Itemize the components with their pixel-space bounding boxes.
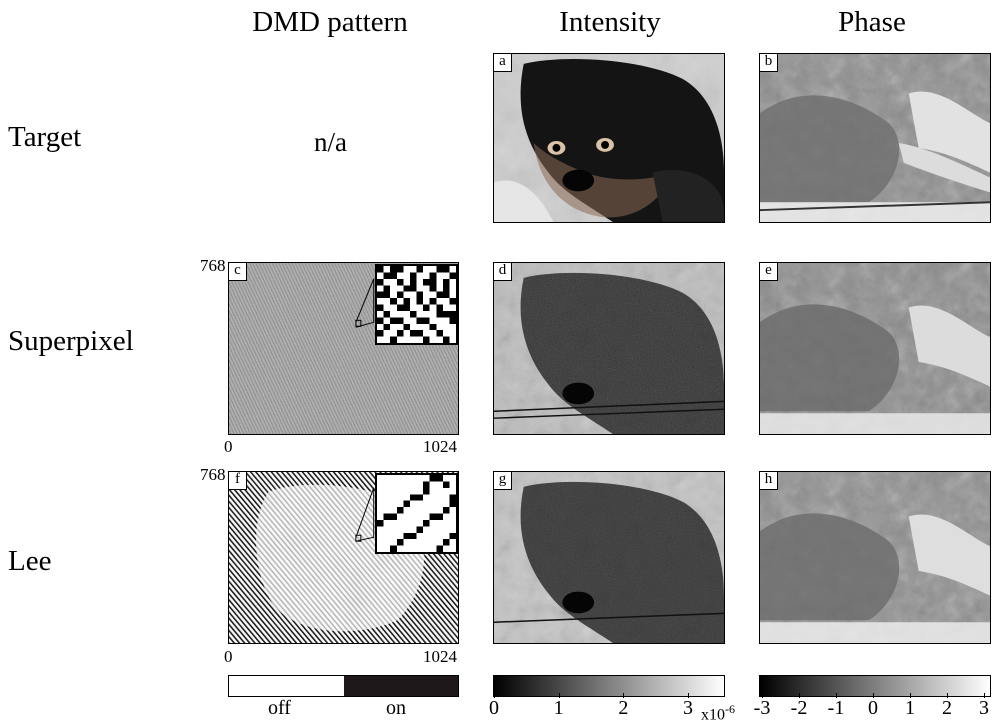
panel-b-target-phase: b bbox=[759, 53, 991, 223]
intensity-tick-label: 1 bbox=[553, 697, 564, 719]
intensity-multiplier-exponent: -6 bbox=[725, 702, 735, 716]
phase-tick-mark bbox=[910, 693, 911, 698]
superpixel-dmd-pattern bbox=[229, 263, 458, 434]
lee-zoom-pattern bbox=[377, 475, 456, 552]
column-header-phase: Phase bbox=[838, 6, 906, 38]
dmd-x-min-lee: 0 bbox=[224, 647, 233, 666]
column-header-intensity: Intensity bbox=[559, 6, 661, 38]
na-placeholder: n/a bbox=[314, 127, 347, 157]
dmd-colorbar-on-segment bbox=[343, 676, 458, 696]
panel-c-superpixel-dmd: c bbox=[228, 262, 459, 435]
panel-label-h: h bbox=[760, 472, 778, 490]
phase-tick-label: 3 bbox=[979, 697, 989, 719]
intensity-multiplier-base: x10 bbox=[701, 706, 725, 724]
intensity-colorbar bbox=[493, 675, 725, 697]
dmd-colorbar-off-label: off bbox=[268, 697, 291, 719]
dmd-colorbar-off-segment bbox=[229, 676, 344, 696]
intensity-tick-label: 3 bbox=[683, 697, 693, 719]
dmd-x-max-lee: 1024 bbox=[423, 647, 457, 666]
phase-tick-mark bbox=[836, 693, 837, 698]
panel-a-target-intensity: a bbox=[493, 53, 725, 223]
dmd-y-max-superpixel: 768 bbox=[200, 256, 226, 275]
intensity-colorbar-multiplier: x10-6 bbox=[701, 702, 735, 724]
row-label-target: Target bbox=[8, 121, 82, 153]
row-label-superpixel: Superpixel bbox=[8, 325, 134, 357]
superpixel-phase-image bbox=[760, 263, 990, 434]
panel-label-e: e bbox=[760, 263, 778, 281]
phase-tick-label: -2 bbox=[790, 697, 808, 719]
intensity-tick-mark bbox=[558, 693, 560, 698]
phase-tick-mark bbox=[947, 693, 948, 698]
panel-label-f: f bbox=[229, 472, 247, 490]
phase-tick-mark bbox=[799, 693, 800, 698]
lee-dmd-pattern bbox=[229, 472, 458, 643]
panel-f-lee-dmd: f bbox=[228, 471, 459, 644]
cat-image bbox=[760, 54, 990, 222]
panel-h-lee-phase: h bbox=[759, 471, 991, 644]
lee-phase-image bbox=[760, 472, 990, 643]
panel-d-superpixel-intensity: d bbox=[493, 262, 725, 435]
phase-tick-label: -1 bbox=[827, 697, 845, 719]
phase-tick-label: -3 bbox=[753, 697, 771, 719]
intensity-tick-mark bbox=[623, 693, 625, 698]
superpixel-intensity-image bbox=[494, 263, 724, 434]
column-header-dmd-pattern: DMD pattern bbox=[252, 6, 408, 38]
dmd-y-max-lee: 768 bbox=[200, 465, 226, 484]
lee-zoom-inset bbox=[375, 473, 458, 554]
phase-tick-mark bbox=[762, 693, 763, 698]
phase-tick-label: 0 bbox=[868, 697, 878, 719]
panel-g-lee-intensity: g bbox=[493, 471, 725, 644]
phase-tick-label: 1 bbox=[905, 697, 915, 719]
panel-e-superpixel-phase: e bbox=[759, 262, 991, 435]
panel-label-a: a bbox=[494, 54, 512, 72]
panel-label-c: c bbox=[229, 263, 247, 281]
dmd-x-max-superpixel: 1024 bbox=[423, 437, 457, 456]
superpixel-zoom-inset bbox=[375, 264, 458, 345]
dog-image bbox=[494, 54, 724, 222]
panel-label-d: d bbox=[494, 263, 512, 281]
row-label-lee: Lee bbox=[8, 545, 52, 577]
phase-tick-mark bbox=[984, 693, 985, 698]
dmd-colorbar bbox=[228, 675, 459, 697]
intensity-tick-mark bbox=[494, 693, 495, 698]
intensity-tick-label: 0 bbox=[489, 697, 499, 719]
superpixel-zoom-pattern bbox=[377, 266, 456, 343]
panel-label-g: g bbox=[494, 472, 512, 490]
phase-tick-label: 2 bbox=[942, 697, 952, 719]
intensity-tick-label: 2 bbox=[618, 697, 629, 719]
dmd-x-min-superpixel: 0 bbox=[224, 437, 233, 456]
lee-intensity-image bbox=[494, 472, 724, 643]
phase-colorbar bbox=[759, 675, 991, 697]
panel-label-b: b bbox=[760, 54, 778, 72]
phase-tick-mark bbox=[873, 693, 874, 698]
intensity-tick-mark bbox=[688, 693, 689, 698]
dmd-colorbar-on-label: on bbox=[386, 697, 406, 719]
